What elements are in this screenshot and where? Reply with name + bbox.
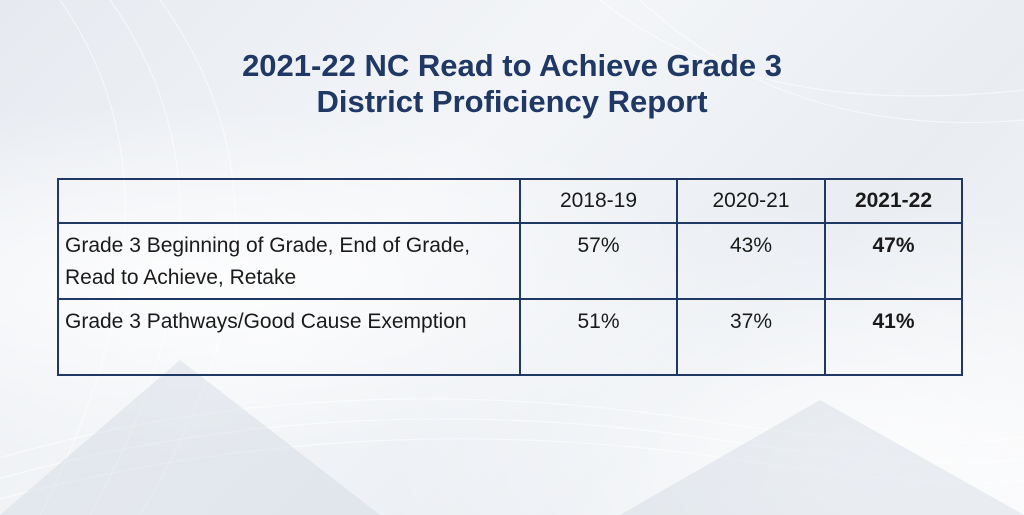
table-header-row: 2018-19 2020-21 2021-22 — [57, 178, 963, 224]
header-empty — [57, 178, 521, 224]
cell-value: 37% — [676, 298, 826, 376]
cell-value: 43% — [676, 222, 826, 300]
title-line-1: 2021-22 NC Read to Achieve Grade 3 — [242, 48, 782, 83]
header-2020-21: 2020-21 — [676, 178, 826, 224]
header-2021-22: 2021-22 — [824, 178, 963, 224]
report-title: 2021-22 NC Read to Achieve Grade 3 Distr… — [0, 48, 1024, 120]
row-label: Grade 3 Pathways/Good Cause Exemption — [57, 298, 521, 376]
cell-value-current: 47% — [824, 222, 963, 300]
header-2018-19: 2018-19 — [519, 178, 678, 224]
table-row: Grade 3 Pathways/Good Cause Exemption 51… — [57, 298, 963, 376]
cell-value-current: 41% — [824, 298, 963, 376]
title-line-2: District Proficiency Report — [316, 84, 708, 119]
cell-value: 57% — [519, 222, 678, 300]
row-label: Grade 3 Beginning of Grade, End of Grade… — [57, 222, 521, 300]
table-row: Grade 3 Beginning of Grade, End of Grade… — [57, 222, 963, 300]
proficiency-table: 2018-19 2020-21 2021-22 Grade 3 Beginnin… — [57, 178, 963, 376]
cell-value: 51% — [519, 298, 678, 376]
